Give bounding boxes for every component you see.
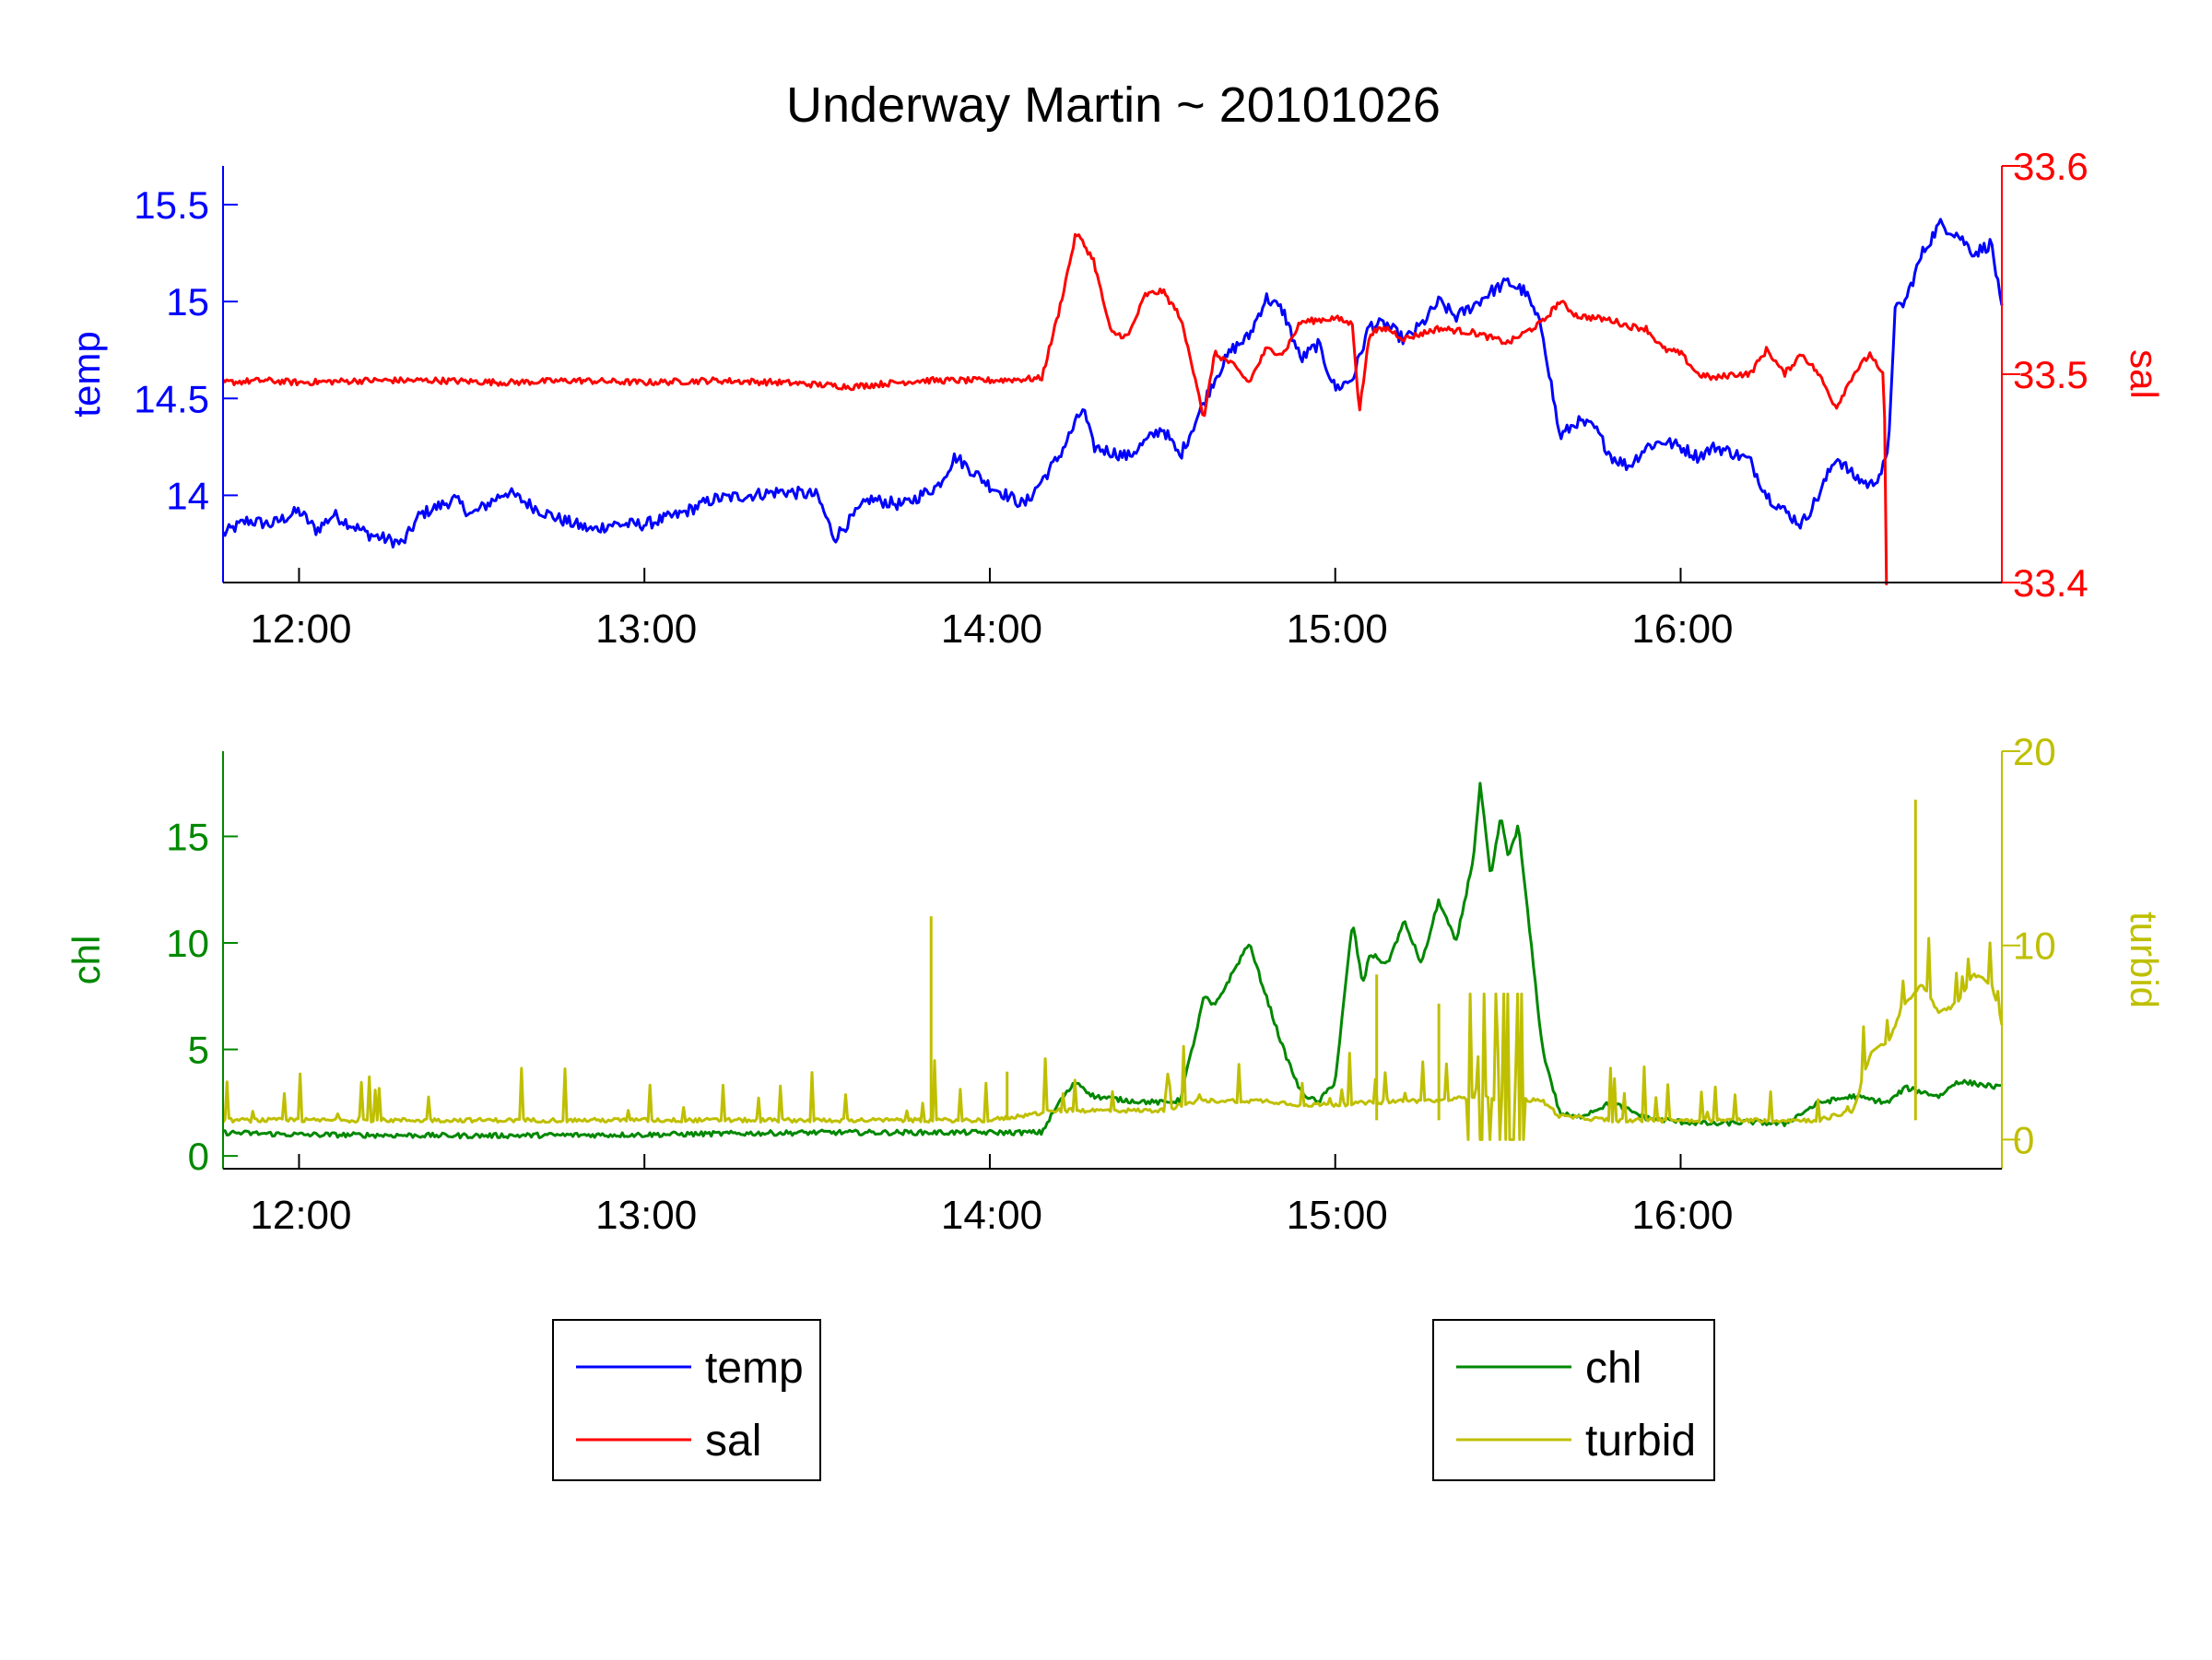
x-tick-label: 14:00: [941, 1193, 1042, 1238]
x-tick-label: 16:00: [1631, 606, 1733, 652]
series-line-temp: [221, 218, 2004, 549]
series-line-sal: [221, 232, 1888, 586]
series-line-turbid: [221, 936, 2004, 1141]
right-axis-label: sal: [2123, 349, 2166, 399]
legend-chl-turbid-box: [1432, 1319, 1715, 1481]
right-axis-label: turbid: [2123, 912, 2166, 1008]
legend-label-temp: temp: [705, 1344, 804, 1393]
x-tick-label: 12:00: [250, 606, 351, 652]
x-tick-label: 13:00: [595, 606, 697, 652]
right-tick-label: 33.4: [2013, 561, 2088, 605]
right-tick-label: 33.5: [2013, 353, 2088, 396]
legend-chl-turbid: chl turbid: [1432, 1319, 1715, 1481]
legend-label-sal: sal: [705, 1417, 761, 1466]
left-axis-label: chl: [65, 936, 108, 985]
left-tick-label: 15: [166, 280, 209, 324]
left-tick-label: 10: [166, 922, 209, 965]
legend-label-chl: chl: [1585, 1344, 1641, 1393]
x-tick-label: 13:00: [595, 1193, 697, 1238]
left-tick-label: 15.5: [134, 183, 209, 227]
left-tick-label: 0: [188, 1135, 209, 1178]
series-line-chl: [222, 782, 2002, 1140]
left-tick-label: 14: [166, 474, 209, 517]
left-tick-label: 14.5: [134, 377, 209, 420]
x-tick-label: 12:00: [250, 1193, 351, 1238]
x-tick-label: 14:00: [941, 606, 1042, 652]
left-axis-label: temp: [65, 331, 108, 417]
x-tick-label: 15:00: [1287, 1193, 1388, 1238]
legend-temp-sal: temp sal: [552, 1319, 821, 1481]
left-tick-label: 5: [188, 1029, 209, 1072]
right-tick-label: 10: [2013, 924, 2056, 968]
legend-temp-sal-box: [552, 1319, 821, 1481]
left-tick-label: 15: [166, 815, 209, 858]
legend-label-turbid: turbid: [1585, 1417, 1696, 1466]
right-tick-label: 20: [2013, 730, 2056, 773]
x-tick-label: 15:00: [1287, 606, 1388, 652]
right-tick-label: 33.6: [2013, 145, 2088, 188]
bottom-panel: 12:00 13:00 14:00 15:00 16:00 0 5 10 15 0 10 20 chl t…: [65, 730, 2166, 1238]
right-tick-label: 0: [2013, 1118, 2034, 1161]
x-tick-label: 16:00: [1631, 1193, 1733, 1238]
top-panel: 12:00 13:00 14:00 15:00 16:00 14 14.5 15 15.5 33.…: [65, 145, 2166, 652]
figure-title: Underway Martin ~ 20101026: [786, 77, 1441, 133]
